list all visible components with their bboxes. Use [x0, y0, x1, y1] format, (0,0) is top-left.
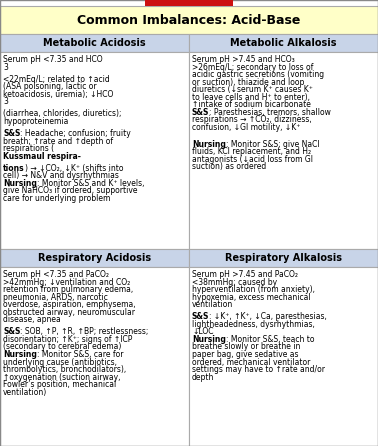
Text: S&S: S&S	[192, 108, 209, 117]
Text: ↑intake of sodium bicarbonate: ↑intake of sodium bicarbonate	[192, 100, 311, 109]
Text: : Monitor S&S and K⁺ levels,: : Monitor S&S and K⁺ levels,	[37, 179, 144, 188]
Text: ↓LOC: ↓LOC	[192, 327, 214, 336]
Text: : Monitor S&S; give NaCl: : Monitor S&S; give NaCl	[226, 140, 319, 149]
Text: : ↓K⁺, ↑K⁺, ↓Ca, paresthesias,: : ↓K⁺, ↑K⁺, ↓Ca, paresthesias,	[209, 312, 327, 321]
Text: antagonists (↓acid loss from GI: antagonists (↓acid loss from GI	[192, 155, 313, 164]
Text: S&S: S&S	[192, 312, 209, 321]
Text: or suction), thiazide and loop: or suction), thiazide and loop	[192, 78, 304, 87]
Text: : Monitor S&S, teach to: : Monitor S&S, teach to	[226, 335, 314, 344]
Text: Nursing: Nursing	[192, 140, 226, 149]
Text: disease, apnea: disease, apnea	[3, 315, 61, 324]
Text: paper bag, give sedative as: paper bag, give sedative as	[192, 350, 299, 359]
Text: fluids, KCl replacement, and H₂: fluids, KCl replacement, and H₂	[192, 147, 311, 156]
Text: : Paresthesias, tremors, shallow: : Paresthesias, tremors, shallow	[209, 108, 331, 117]
Text: suction) as ordered: suction) as ordered	[192, 162, 266, 171]
Bar	[0, 249, 189, 267]
Text: retention from pulmonary edema,: retention from pulmonary edema,	[3, 285, 133, 294]
Bar	[0, 6, 378, 34]
Text: hypoproteinemia: hypoproteinemia	[3, 117, 68, 126]
Text: Metabolic Alkalosis: Metabolic Alkalosis	[230, 38, 337, 48]
Text: disorientation; ↑K⁺; signs of ↑ICP: disorientation; ↑K⁺; signs of ↑ICP	[3, 335, 132, 344]
Text: breath; ↑rate and ↑depth of: breath; ↑rate and ↑depth of	[3, 136, 113, 145]
Bar	[0, 267, 189, 446]
Text: (ASA poisoning, lactic or: (ASA poisoning, lactic or	[3, 82, 97, 91]
Text: ketoacidosis, uremia); ↓HCO: ketoacidosis, uremia); ↓HCO	[3, 90, 113, 99]
Text: : Monitor S&S, care for: : Monitor S&S, care for	[37, 350, 123, 359]
Text: lightheadedness, dysrhythmias,: lightheadedness, dysrhythmias,	[192, 320, 315, 329]
Text: overdose, aspiration, emphysema,: overdose, aspiration, emphysema,	[3, 300, 136, 309]
Text: breathe slowly or breathe in: breathe slowly or breathe in	[192, 343, 301, 351]
Text: ↑oxygenation (suction airway,: ↑oxygenation (suction airway,	[3, 373, 121, 382]
Text: (diarrhea, chlorides, diuretics);: (diarrhea, chlorides, diuretics);	[3, 109, 121, 118]
Text: cell) → N&V and dysrhythmias: cell) → N&V and dysrhythmias	[3, 171, 119, 180]
Text: ordered, mechanical ventilator: ordered, mechanical ventilator	[192, 358, 310, 367]
Text: ) → ↓CO₂, ↓K⁺ (shifts into: ) → ↓CO₂, ↓K⁺ (shifts into	[25, 164, 123, 173]
Text: >42mmHg; ↓ventilation and CO₂: >42mmHg; ↓ventilation and CO₂	[3, 277, 130, 286]
Text: confusion, ↓GI motility, ↓K⁺: confusion, ↓GI motility, ↓K⁺	[192, 123, 301, 132]
Text: >26mEq/L; secondary to loss of: >26mEq/L; secondary to loss of	[192, 62, 313, 71]
Text: Nursing: Nursing	[3, 350, 37, 359]
Text: : Headache; confusion; fruity: : Headache; confusion; fruity	[20, 129, 131, 138]
Text: Nursing: Nursing	[3, 179, 37, 188]
Text: respirations (: respirations (	[3, 144, 54, 153]
Text: Respiratory Alkalosis: Respiratory Alkalosis	[225, 253, 342, 263]
Text: <38mmHg; caused by: <38mmHg; caused by	[192, 277, 277, 286]
Text: S&S: S&S	[3, 327, 20, 336]
Text: diuretics (↓serum K⁺ causes K⁺: diuretics (↓serum K⁺ causes K⁺	[192, 85, 313, 94]
Text: acidic gastric secretions (vomiting: acidic gastric secretions (vomiting	[192, 70, 324, 79]
Text: : SOB, ↑P, ↑R, ↑BP; restlessness;: : SOB, ↑P, ↑R, ↑BP; restlessness;	[20, 327, 149, 336]
Bar	[0, 52, 189, 249]
Text: Fowler’s position, mechanical: Fowler’s position, mechanical	[3, 380, 116, 389]
Text: to leave cells and H⁺ to enter),: to leave cells and H⁺ to enter),	[192, 93, 310, 102]
Text: 3: 3	[3, 97, 8, 106]
Text: obstructed airway, neuromuscular: obstructed airway, neuromuscular	[3, 308, 135, 317]
Text: ventilation): ventilation)	[3, 388, 47, 397]
Text: Serum pH <7.35 and PaCO₂: Serum pH <7.35 and PaCO₂	[3, 270, 109, 279]
Text: respirations → ↑CO₂, dizziness,: respirations → ↑CO₂, dizziness,	[192, 116, 312, 124]
Text: Respiratory Acidosis: Respiratory Acidosis	[38, 253, 151, 263]
Text: tions: tions	[3, 164, 25, 173]
Text: care for underlying problem: care for underlying problem	[3, 194, 110, 203]
Bar	[189, 249, 378, 267]
Text: ventilation: ventilation	[192, 300, 233, 309]
Bar	[189, 34, 378, 52]
Text: Common Imbalances: Acid-Base: Common Imbalances: Acid-Base	[77, 13, 301, 26]
Text: depth: depth	[192, 373, 214, 382]
Text: underlying cause (antibiotics,: underlying cause (antibiotics,	[3, 358, 117, 367]
Bar	[145, 0, 233, 6]
Text: pneumonia, ARDS, narcotic: pneumonia, ARDS, narcotic	[3, 293, 108, 301]
Text: Metabolic Acidosis: Metabolic Acidosis	[43, 38, 146, 48]
Text: (secondary to cerebral edema): (secondary to cerebral edema)	[3, 343, 121, 351]
Bar	[189, 52, 378, 249]
Bar	[0, 34, 189, 52]
Text: Kussmaul respira-: Kussmaul respira-	[3, 152, 81, 161]
Text: Serum pH >7.45 and PaCO₂: Serum pH >7.45 and PaCO₂	[192, 270, 298, 279]
Text: hyperventilation (from anxiety),: hyperventilation (from anxiety),	[192, 285, 315, 294]
Text: Nursing: Nursing	[192, 335, 226, 344]
Text: <22mEq/L; related to ↑acid: <22mEq/L; related to ↑acid	[3, 74, 110, 84]
Text: thrombolytics, bronchodilators),: thrombolytics, bronchodilators),	[3, 365, 126, 374]
Text: hypoxemia, excess mechanical: hypoxemia, excess mechanical	[192, 293, 311, 301]
Bar	[189, 267, 378, 446]
Text: S&S: S&S	[3, 129, 20, 138]
Text: Serum pH >7.45 and HCO₃: Serum pH >7.45 and HCO₃	[192, 55, 295, 64]
Text: 3: 3	[3, 62, 8, 71]
Text: Serum pH <7.35 and HCO: Serum pH <7.35 and HCO	[3, 55, 102, 64]
Text: give NaHCO₃ if ordered, supportive: give NaHCO₃ if ordered, supportive	[3, 186, 138, 195]
Text: settings may have to ↑rate and/or: settings may have to ↑rate and/or	[192, 365, 325, 374]
